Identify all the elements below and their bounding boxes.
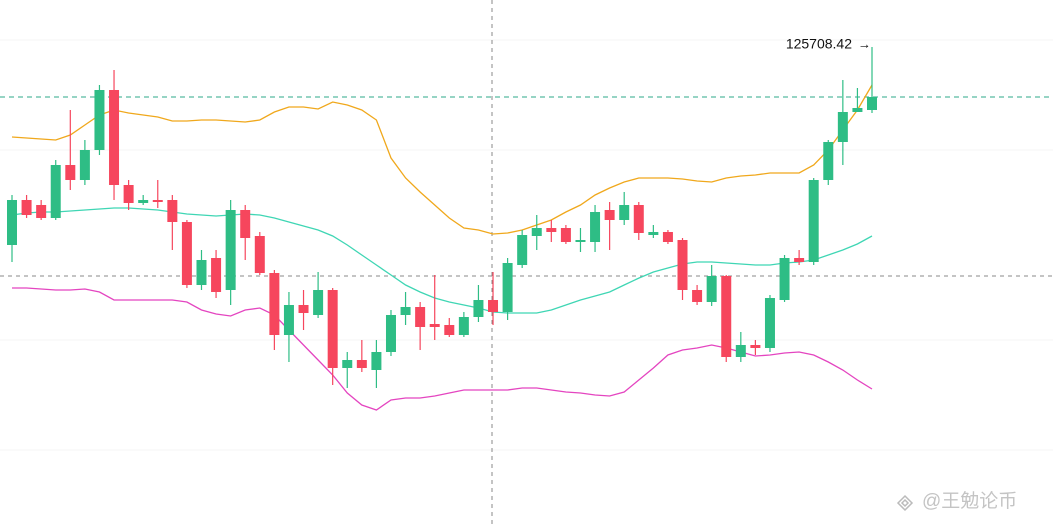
band-line: [11, 207, 873, 314]
candle-body: [852, 108, 863, 112]
candle-body: [298, 305, 309, 313]
candle-body: [415, 307, 426, 327]
candle-body: [560, 228, 571, 242]
candle-body: [604, 210, 615, 220]
candle-body: [385, 315, 396, 352]
candle-body: [750, 345, 761, 348]
candle-body: [123, 185, 134, 203]
candle-body: [633, 205, 644, 233]
candle-body: [283, 305, 294, 335]
candle-body: [823, 142, 834, 180]
candle-body: [692, 290, 703, 302]
candle-body: [21, 200, 32, 215]
candle-body: [371, 352, 382, 370]
marks: [7, 46, 877, 411]
candle-body: [313, 290, 324, 315]
band-line: [11, 84, 873, 235]
candle-body: [196, 260, 207, 285]
candle-body: [429, 324, 440, 327]
candle-body: [473, 300, 484, 317]
candle-body: [648, 232, 659, 235]
candle-body: [181, 222, 192, 285]
candle-body: [502, 263, 513, 312]
candle-body: [677, 240, 688, 290]
candle-body: [152, 200, 163, 202]
candle-body: [735, 345, 746, 357]
candle-body: [458, 317, 469, 335]
candle-body: [109, 90, 120, 185]
candle-body: [225, 210, 236, 290]
candle-body: [327, 290, 338, 368]
candle-body: [36, 205, 47, 218]
candle-body: [269, 273, 280, 335]
candle-body: [575, 240, 586, 242]
candle-body: [50, 165, 61, 218]
candle-body: [706, 276, 717, 302]
candle-body: [867, 97, 877, 110]
candle-body: [444, 325, 455, 335]
candle-body: [240, 210, 251, 238]
candle-body: [721, 276, 732, 357]
candle-body: [590, 212, 601, 242]
candle-body: [342, 360, 353, 368]
candle-body: [808, 180, 819, 262]
candle-body: [79, 150, 90, 180]
candle-body: [488, 300, 499, 312]
candle-body: [662, 232, 673, 242]
watermark: @王勉论币: [922, 490, 1017, 512]
high-arrow: →: [858, 36, 871, 51]
candle-body: [764, 298, 775, 348]
candle-body: [779, 258, 790, 300]
candle-body: [794, 258, 805, 262]
candle-body: [94, 90, 105, 150]
candle-body: [356, 360, 367, 368]
candle-body: [138, 200, 149, 203]
candle-body: [546, 228, 557, 232]
high-label: 125708.42: [786, 36, 852, 52]
candle-body: [254, 236, 265, 273]
candle-body: [619, 205, 630, 220]
watermark-icon: [896, 494, 914, 512]
candle-body: [167, 200, 178, 222]
candle-body: [211, 258, 222, 292]
candle-body: [400, 307, 411, 315]
candle-body: [837, 112, 848, 142]
candle-body: [65, 165, 76, 180]
candle-body: [7, 200, 17, 245]
candle-body: [531, 228, 542, 236]
background-grid: [0, 39, 1053, 451]
candle-body: [517, 235, 528, 265]
